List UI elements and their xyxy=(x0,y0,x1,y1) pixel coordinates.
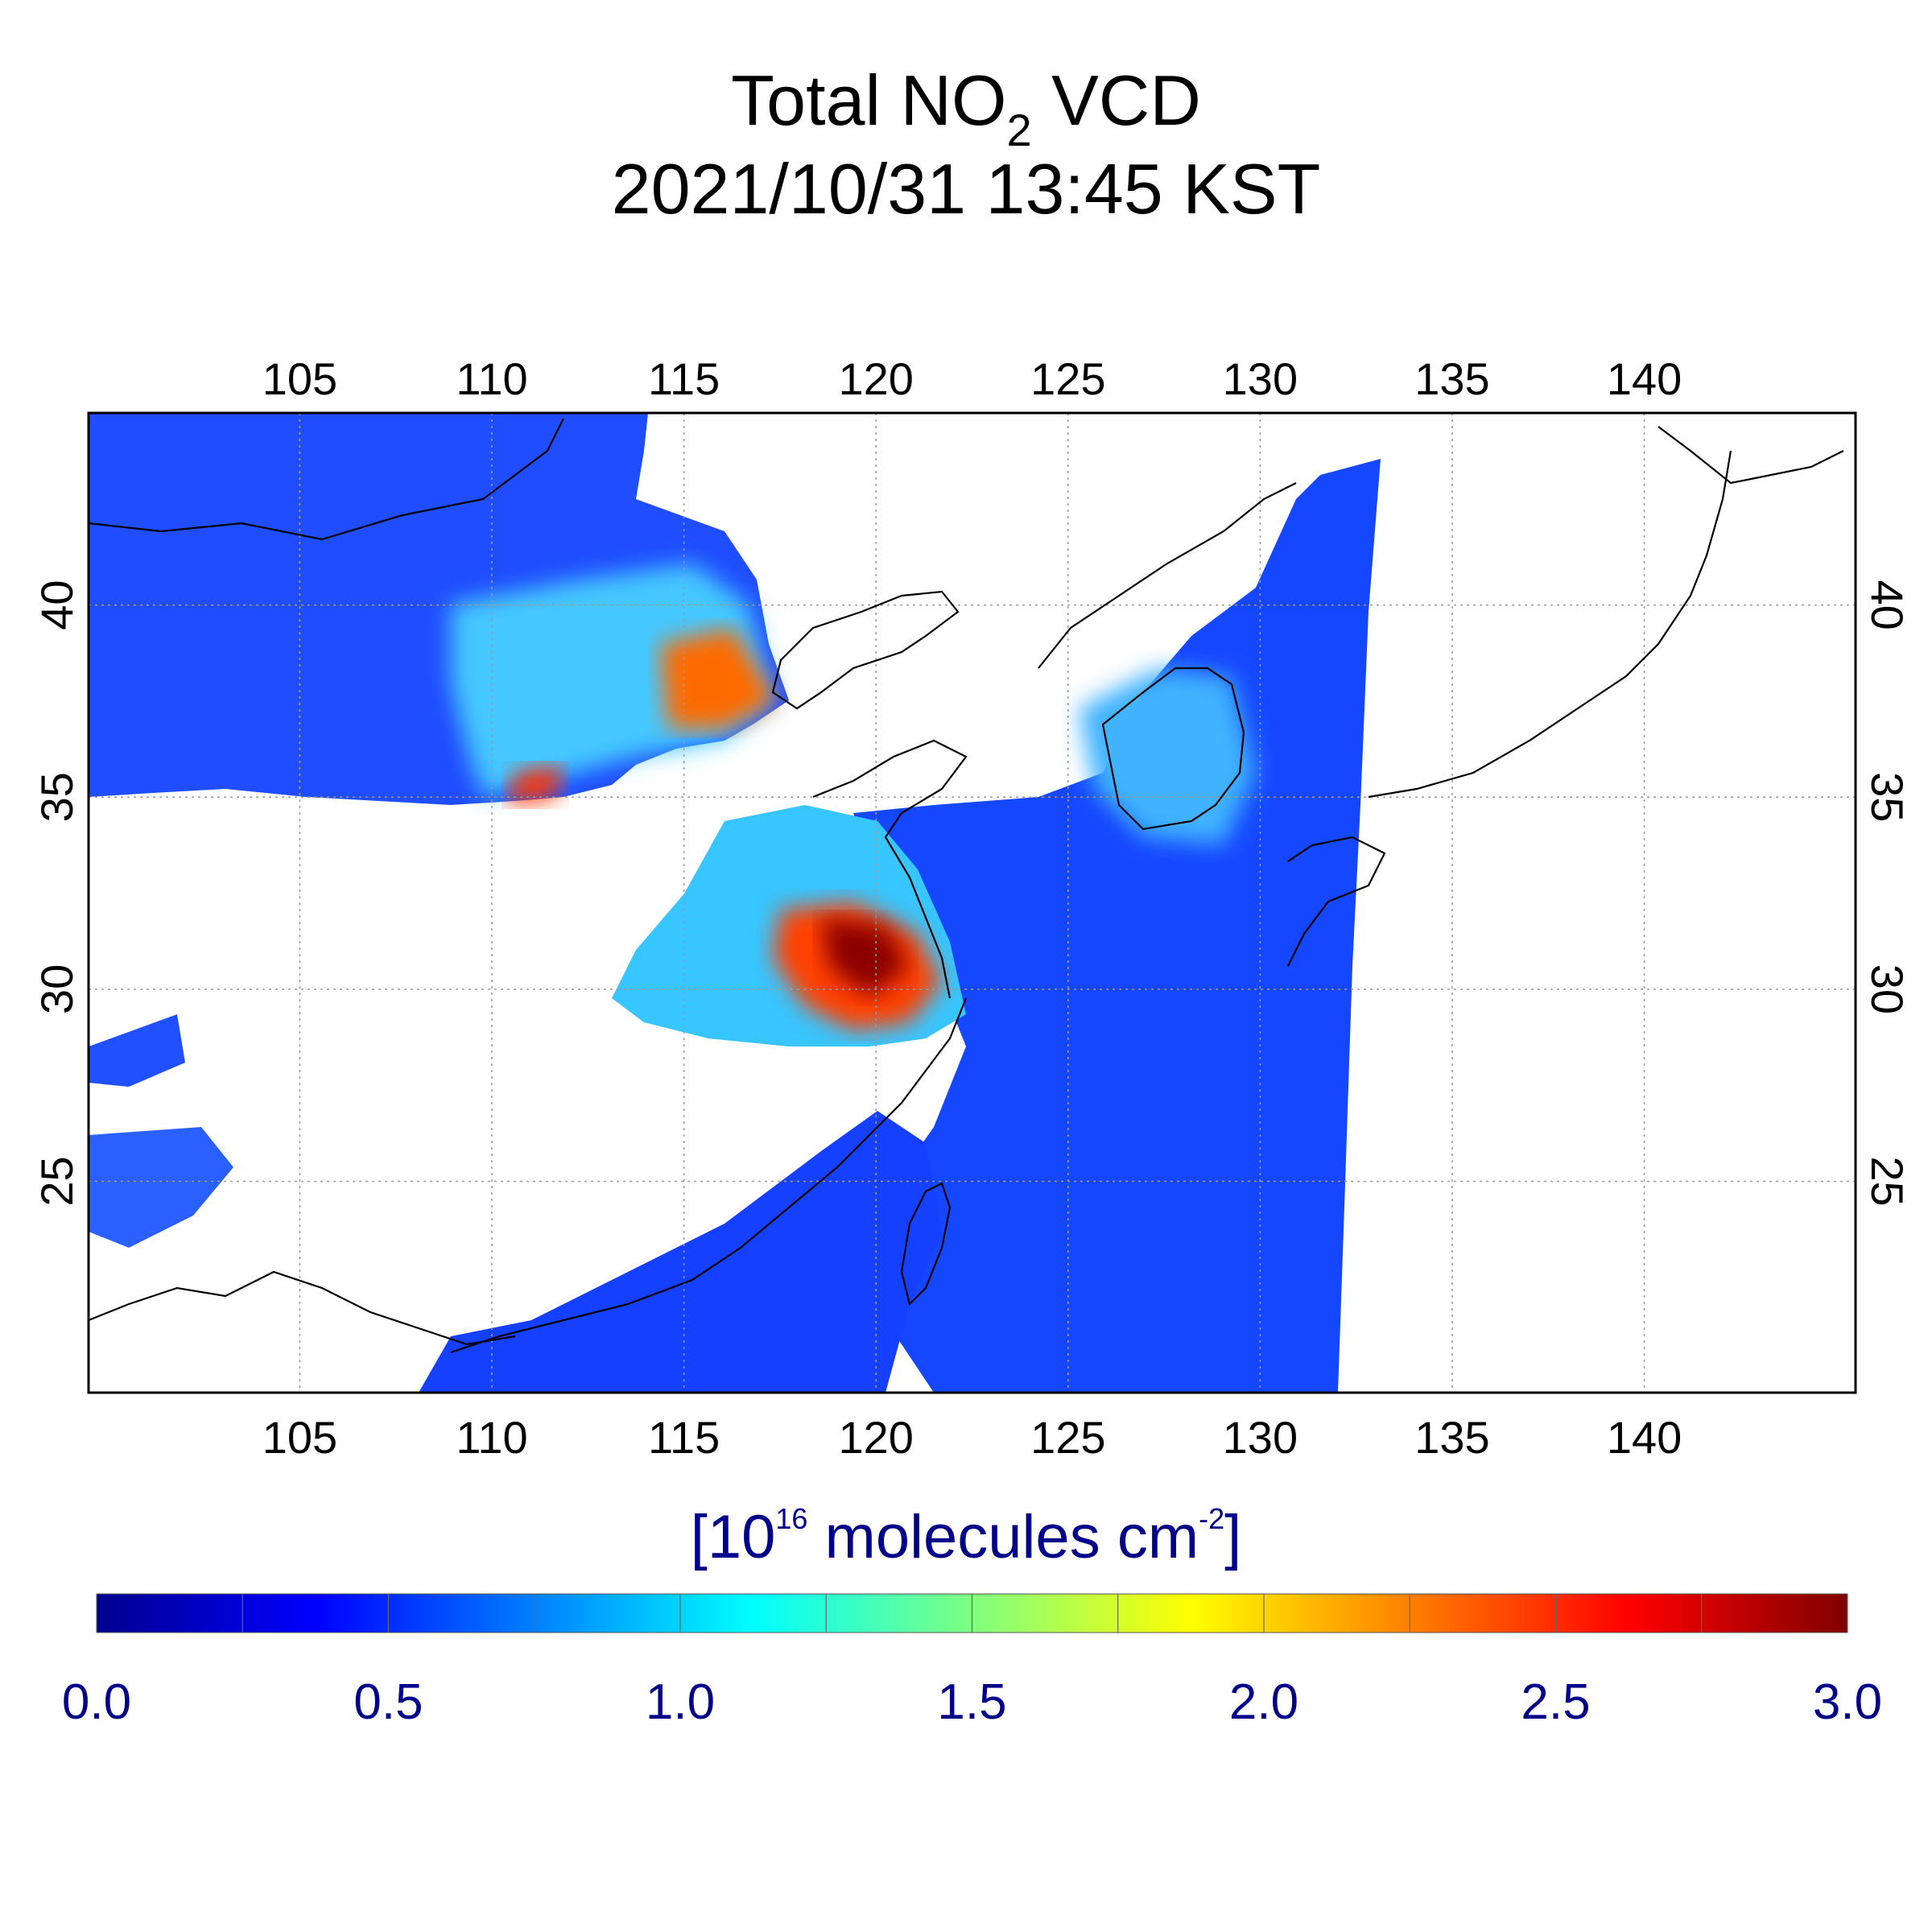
title-datetime: 2021/10/31 13:45 KST xyxy=(612,149,1321,229)
lon-tick-top: 130 xyxy=(1223,353,1298,404)
field-korea xyxy=(1079,668,1256,845)
coast-hokkaido xyxy=(1657,426,1844,485)
coast-korea xyxy=(1101,667,1245,831)
colorbar-label: 2.0 xyxy=(1229,1674,1298,1730)
lon-tick-bottom: 120 xyxy=(838,1412,913,1463)
lon-tick-bottom: 140 xyxy=(1607,1412,1682,1463)
lon-tick-bottom: 105 xyxy=(262,1412,337,1463)
lat-lon-grid xyxy=(89,413,1856,1393)
colorbar-label: 1.5 xyxy=(937,1674,1006,1730)
lon-tick-bottom: 115 xyxy=(648,1412,720,1463)
coast-vietnam xyxy=(89,1270,516,1346)
field-east-swath xyxy=(853,459,1381,1393)
coast-japan-honshu xyxy=(1368,450,1732,799)
lon-tick-top: 125 xyxy=(1030,353,1105,404)
lat-ticks-right: 40 35 30 25 xyxy=(1862,580,1913,1206)
coast-south-china xyxy=(450,997,968,1354)
lon-tick-top: 115 xyxy=(648,353,720,404)
field-west-patch2 xyxy=(89,1127,233,1248)
lon-tick-top: 140 xyxy=(1607,353,1682,404)
colorbar-label: 3.0 xyxy=(1813,1674,1882,1730)
lat-ticks-left: 40 35 30 25 xyxy=(31,580,82,1206)
field-west-patch xyxy=(89,1014,185,1087)
no2-field-layer xyxy=(89,413,1381,1393)
lat-tick-right: 40 xyxy=(1862,580,1913,630)
field-north-peak xyxy=(660,628,777,729)
colorbar-unit-label: [1016 molecules cm-2] xyxy=(691,1502,1242,1571)
colorbar-label: 0.0 xyxy=(62,1674,131,1730)
colorbar-label: 2.5 xyxy=(1521,1674,1590,1730)
colorbar-label: 1.0 xyxy=(646,1674,715,1730)
lon-tick-bottom: 130 xyxy=(1223,1412,1298,1463)
lon-tick-top: 110 xyxy=(456,353,527,404)
lon-tick-top: 120 xyxy=(838,353,913,404)
lon-tick-bottom: 135 xyxy=(1414,1412,1489,1463)
coast-bohai xyxy=(771,590,960,710)
map-frame xyxy=(87,411,1857,1394)
border-mongolia xyxy=(89,418,564,541)
field-north-peak2 xyxy=(507,765,564,805)
field-north-hot xyxy=(451,564,773,797)
lat-tick-right: 30 xyxy=(1862,964,1913,1014)
lon-tick-top: 105 xyxy=(262,353,337,404)
lat-tick-right: 35 xyxy=(1862,772,1913,822)
coast-shandong xyxy=(812,739,968,999)
colorbar-label: 0.5 xyxy=(353,1674,423,1730)
coast-japan-south xyxy=(1287,836,1386,967)
field-yangtze-peak xyxy=(821,918,910,998)
lat-tick-left: 35 xyxy=(31,772,82,822)
lon-tick-bottom: 110 xyxy=(456,1412,527,1463)
lon-tick-bottom: 125 xyxy=(1030,1412,1105,1463)
coast-north-korea xyxy=(1038,482,1297,669)
coast-taiwan xyxy=(900,1182,952,1307)
lat-tick-left: 40 xyxy=(31,580,82,630)
lat-tick-right: 25 xyxy=(1862,1156,1913,1206)
title-main: Total NO2 VCD xyxy=(731,60,1201,155)
colorbar-tick-labels: 0.0 0.5 1.0 1.5 2.0 2.5 3.0 xyxy=(62,1674,1882,1730)
lon-tick-top: 135 xyxy=(1414,353,1489,404)
lat-tick-left: 30 xyxy=(31,964,82,1014)
lon-ticks-top: 105 110 115 120 125 130 135 140 xyxy=(262,353,1682,404)
coastlines xyxy=(89,418,1844,1354)
lon-ticks-bottom: 105 110 115 120 125 130 135 140 xyxy=(262,1412,1682,1463)
colorbar-tick-marks xyxy=(96,1594,1848,1633)
lat-tick-left: 25 xyxy=(31,1156,82,1206)
